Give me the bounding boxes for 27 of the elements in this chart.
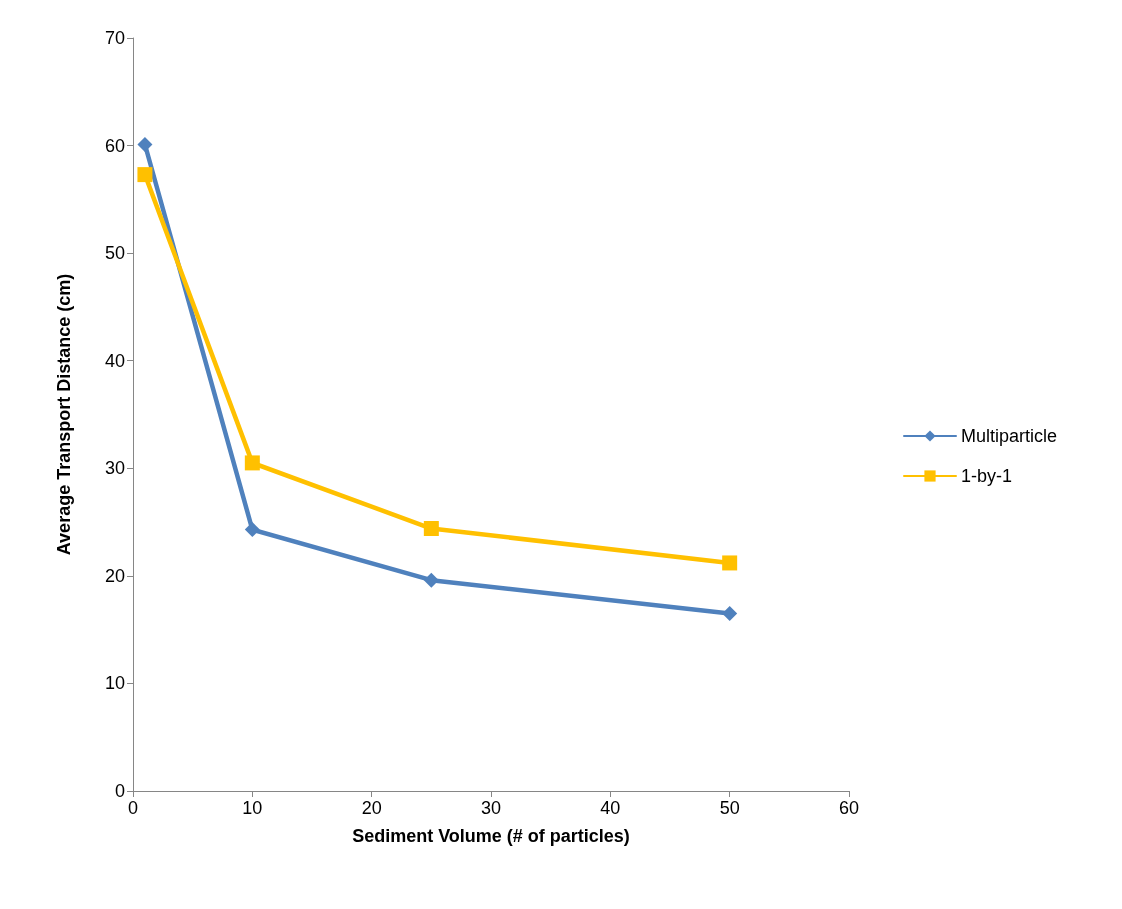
point: [722, 606, 738, 622]
x-tick-label: 30: [480, 798, 502, 818]
y-tick-label: 30: [104, 458, 125, 479]
point: [244, 455, 260, 471]
point: [137, 137, 153, 152]
x-axis-title: Sediment Volume (# of particles): [352, 826, 630, 846]
point: [137, 167, 153, 183]
point: [244, 522, 260, 538]
y-tick-label: 50: [104, 243, 125, 264]
point: [423, 521, 439, 537]
point: [722, 555, 738, 571]
x-tick-label: 40: [600, 798, 621, 818]
legend-label: Multiparticle: [961, 426, 1058, 446]
y-tick-label: 10: [104, 673, 125, 694]
y-tick-label: 60: [104, 135, 125, 156]
x-tick-label: 60: [838, 798, 860, 818]
x-tick-label: 0: [127, 798, 139, 818]
y-tick-label: 70: [104, 28, 125, 48]
x-tick-label: 20: [361, 798, 382, 818]
legend-label: 1-by-1: [961, 466, 1013, 486]
y-tick-label: 40: [104, 350, 125, 371]
y-axis-title: Average Transport Distance (cm): [54, 273, 74, 556]
point: [423, 572, 439, 588]
y-tick-label: 0: [114, 781, 125, 801]
x-tick-label: 10: [242, 798, 263, 818]
x-tick-label: 50: [719, 798, 740, 818]
y-tick-label: 20: [104, 565, 125, 586]
